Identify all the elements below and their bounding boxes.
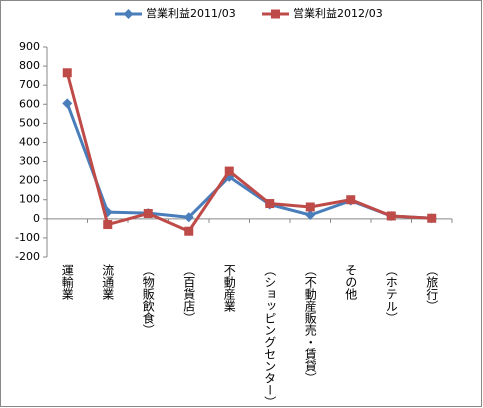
data-point [143, 208, 153, 218]
x-tick-label: （百貨店） [182, 264, 196, 324]
x-tick-label: （旅行） [425, 264, 439, 312]
x-tick-label: 流通業 [101, 264, 115, 300]
y-tick-label: 100 [19, 193, 40, 206]
data-point [346, 195, 356, 205]
y-tick-label: 900 [19, 40, 40, 53]
x-tick-label: 運輸業 [60, 264, 74, 300]
data-point [427, 213, 437, 223]
y-tick-label: 800 [19, 59, 40, 72]
data-point [123, 9, 134, 19]
x-tick-label: その他 [344, 264, 358, 300]
data-point [103, 220, 113, 230]
data-point [271, 9, 280, 19]
series-line [65, 72, 432, 234]
y-tick-label: 600 [19, 97, 40, 110]
x-tick-label: 不動産業 [222, 264, 236, 312]
y-tick-label: 200 [19, 174, 40, 187]
data-point [305, 210, 316, 220]
y-tick-label: -100 [15, 231, 40, 244]
data-point [62, 98, 73, 109]
y-tick-label: 300 [19, 155, 40, 168]
y-tick-label: 700 [19, 78, 40, 91]
data-point [183, 212, 194, 223]
data-point [184, 226, 194, 236]
data-point [224, 166, 234, 176]
x-tick-label: （ショッピングセンター） [263, 264, 277, 408]
data-point [305, 202, 315, 212]
y-tick-label: 400 [19, 135, 40, 148]
y-tick-label: 500 [19, 116, 40, 129]
data-point [62, 68, 72, 78]
legend-label: 営業利益2012/03 [293, 6, 383, 20]
x-tick-label: （物販飲食） [141, 264, 155, 336]
x-tick-label: （ホテル） [384, 264, 398, 324]
legend-label: 営業利益2011/03 [146, 6, 236, 20]
y-tick-label: 0 [33, 212, 40, 225]
y-tick-label: -200 [15, 250, 40, 263]
x-tick-label: （不動産販売・賃貸） [303, 264, 317, 384]
data-point [386, 211, 396, 221]
data-point [265, 199, 275, 209]
